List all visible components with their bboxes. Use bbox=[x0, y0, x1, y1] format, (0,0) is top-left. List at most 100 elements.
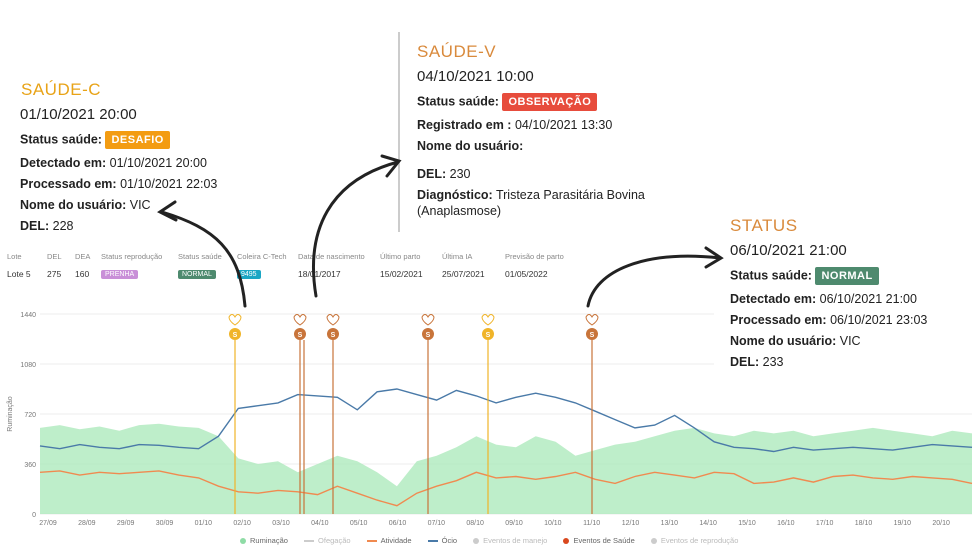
arrow-to-status bbox=[586, 254, 722, 308]
chart-legend: Ruminação Ofegação Atividade Ócio Evento… bbox=[240, 536, 760, 545]
event-marker-label: S bbox=[426, 332, 431, 339]
del-label: DEL: bbox=[730, 355, 760, 369]
diagnosis-value-line2: (Anaplasmose) bbox=[417, 204, 502, 218]
heart-icon bbox=[293, 314, 307, 326]
status-badge: NORMAL bbox=[815, 267, 879, 285]
status-badge: DESAFIO bbox=[105, 131, 170, 149]
x-tick-label: 02/10 bbox=[233, 520, 251, 527]
card-title: SAÚDE-C bbox=[21, 80, 102, 99]
heart-icon bbox=[585, 314, 599, 326]
event-marker bbox=[327, 328, 339, 340]
x-tick-label: 17/10 bbox=[816, 520, 834, 527]
x-tick-label: 16/10 bbox=[777, 520, 795, 527]
x-tick-label: 30/09 bbox=[156, 520, 174, 527]
card-title: SAÚDE-V bbox=[417, 42, 497, 61]
series-line-Atividade bbox=[39, 470, 973, 507]
col-header-ultimo-parto: Último parto bbox=[380, 252, 421, 261]
y-axis-label: Ruminação bbox=[7, 396, 14, 432]
heart-icon bbox=[228, 314, 242, 326]
y-tick-label: 1440 bbox=[20, 312, 36, 319]
legend-item-eventos-reproducao[interactable]: Eventos de reprodução bbox=[650, 536, 738, 545]
x-tick-label: 27/09 bbox=[39, 520, 57, 527]
col-header-del: DEL bbox=[47, 252, 62, 261]
x-tick-label: 07/10 bbox=[428, 520, 446, 527]
x-tick-label: 03/10 bbox=[272, 520, 290, 527]
legend-item-eventos-saude[interactable]: Eventos de Saúde bbox=[563, 536, 635, 545]
x-tick-label: 01/10 bbox=[195, 520, 213, 527]
legend-item-ocio[interactable]: Ócio bbox=[427, 536, 457, 545]
status-label: Status saúde: bbox=[20, 132, 102, 147]
user-label: Nome do usuário: bbox=[20, 198, 127, 212]
series-line-Ócio bbox=[39, 388, 973, 453]
x-tick-label: 11/10 bbox=[583, 520, 600, 527]
status-badge: OBSERVAÇÃO bbox=[502, 93, 598, 111]
col-header-nascimento: Data de nascimento bbox=[298, 252, 365, 261]
legend-item-ofegacao[interactable]: Ofegação bbox=[304, 536, 351, 545]
registered-value: 04/10/2021 13:30 bbox=[514, 118, 613, 132]
col-header-ultima-ia: Última IA bbox=[442, 252, 473, 261]
x-tick-label: 08/10 bbox=[466, 520, 484, 527]
health-status-pill: NORMAL bbox=[178, 270, 216, 279]
cell-ultimo-parto: 15/02/2021 bbox=[380, 269, 423, 279]
rumination-chart: 0 360 720 1080 1440 Ruminação 27/09 28/09 29/09 3… bbox=[0, 300, 980, 553]
status-label: Status saúde: bbox=[730, 268, 812, 283]
col-header-status-saude: Status saúde bbox=[178, 252, 222, 261]
processed-value: 01/10/2021 22:03 bbox=[120, 177, 218, 191]
y-tick-label: 1080 bbox=[20, 362, 36, 369]
event-marker bbox=[482, 328, 494, 340]
card-timestamp: 06/10/2021 21:00 bbox=[730, 242, 847, 259]
x-tick-label: 20/10 bbox=[932, 520, 950, 527]
del-value: 230 bbox=[449, 167, 471, 181]
x-tick-label: 18/10 bbox=[855, 520, 873, 527]
x-tick-label: 19/10 bbox=[894, 520, 912, 527]
processed-label: Processado em: bbox=[20, 177, 117, 191]
heart-icon bbox=[326, 314, 340, 326]
card-title: STATUS bbox=[730, 216, 798, 235]
cell-ultima-ia: 25/07/2021 bbox=[442, 269, 485, 279]
collar-id-pill: 9495 bbox=[237, 270, 261, 279]
series-area-Ruminação bbox=[40, 423, 972, 514]
event-marker-label: S bbox=[233, 332, 238, 339]
reproduction-status-pill: PRENHA bbox=[101, 270, 139, 279]
card-timestamp: 01/10/2021 20:00 bbox=[20, 106, 137, 123]
card-timestamp: 04/10/2021 10:00 bbox=[417, 68, 534, 85]
animal-info-table: Lote DEL DEA Status reprodução Status sa… bbox=[0, 248, 600, 288]
event-marker-label: S bbox=[331, 332, 336, 339]
del-label: DEL: bbox=[20, 219, 50, 233]
event-marker bbox=[422, 328, 434, 340]
del-label: DEL: bbox=[417, 167, 447, 181]
x-tick-label: 28/09 bbox=[78, 520, 96, 527]
cell-dea: 160 bbox=[75, 269, 90, 279]
detected-label: Detectado em: bbox=[730, 292, 817, 306]
user-label: Nome do usuário: bbox=[417, 139, 524, 153]
x-tick-label: 10/10 bbox=[544, 520, 562, 527]
diagnosis-value: Tristeza Parasitária Bovina bbox=[495, 188, 645, 202]
legend-item-atividade[interactable]: Atividade bbox=[366, 536, 412, 545]
detected-value: 01/10/2021 20:00 bbox=[109, 156, 207, 170]
cell-previsao-parto: 01/05/2022 bbox=[505, 269, 548, 279]
event-marker bbox=[586, 328, 598, 340]
registered-label: Registrado em : bbox=[417, 118, 512, 132]
x-tick-label: 29/09 bbox=[117, 520, 135, 527]
diagnosis-label: Diagnóstico: bbox=[417, 188, 493, 202]
user-value: VIC bbox=[129, 198, 151, 212]
x-tick-label: 15/10 bbox=[738, 520, 756, 527]
heart-icon bbox=[421, 314, 435, 326]
detected-label: Detectado em: bbox=[20, 156, 107, 170]
processed-label: Processado em: bbox=[730, 313, 827, 327]
x-tick-label: 06/10 bbox=[389, 520, 407, 527]
detected-value: 06/10/2021 21:00 bbox=[819, 292, 917, 306]
del-value: 233 bbox=[762, 355, 784, 369]
legend-item-ruminacao[interactable]: Ruminação bbox=[240, 536, 288, 545]
event-card-saude-v: SAÚDE-V 04/10/2021 10:00 Status saúde: O… bbox=[398, 32, 690, 232]
status-label: Status saúde: bbox=[417, 94, 499, 109]
event-marker-label: S bbox=[486, 332, 491, 339]
x-tick-label: 05/10 bbox=[350, 520, 368, 527]
event-card-status: STATUS 06/10/2021 21:00 Status saúde: NO… bbox=[714, 206, 980, 369]
arrow-to-saude-v-head bbox=[380, 154, 402, 178]
user-value: VIC bbox=[839, 334, 861, 348]
legend-item-eventos-manejo[interactable]: Eventos de manejo bbox=[473, 536, 547, 545]
x-tick-label: 04/10 bbox=[311, 520, 329, 527]
col-header-coleira: Coleira C-Tech bbox=[237, 252, 287, 261]
chart-svg: 0 360 720 1080 1440 Ruminação 27/09 28/09 29/09 3… bbox=[7, 312, 973, 527]
